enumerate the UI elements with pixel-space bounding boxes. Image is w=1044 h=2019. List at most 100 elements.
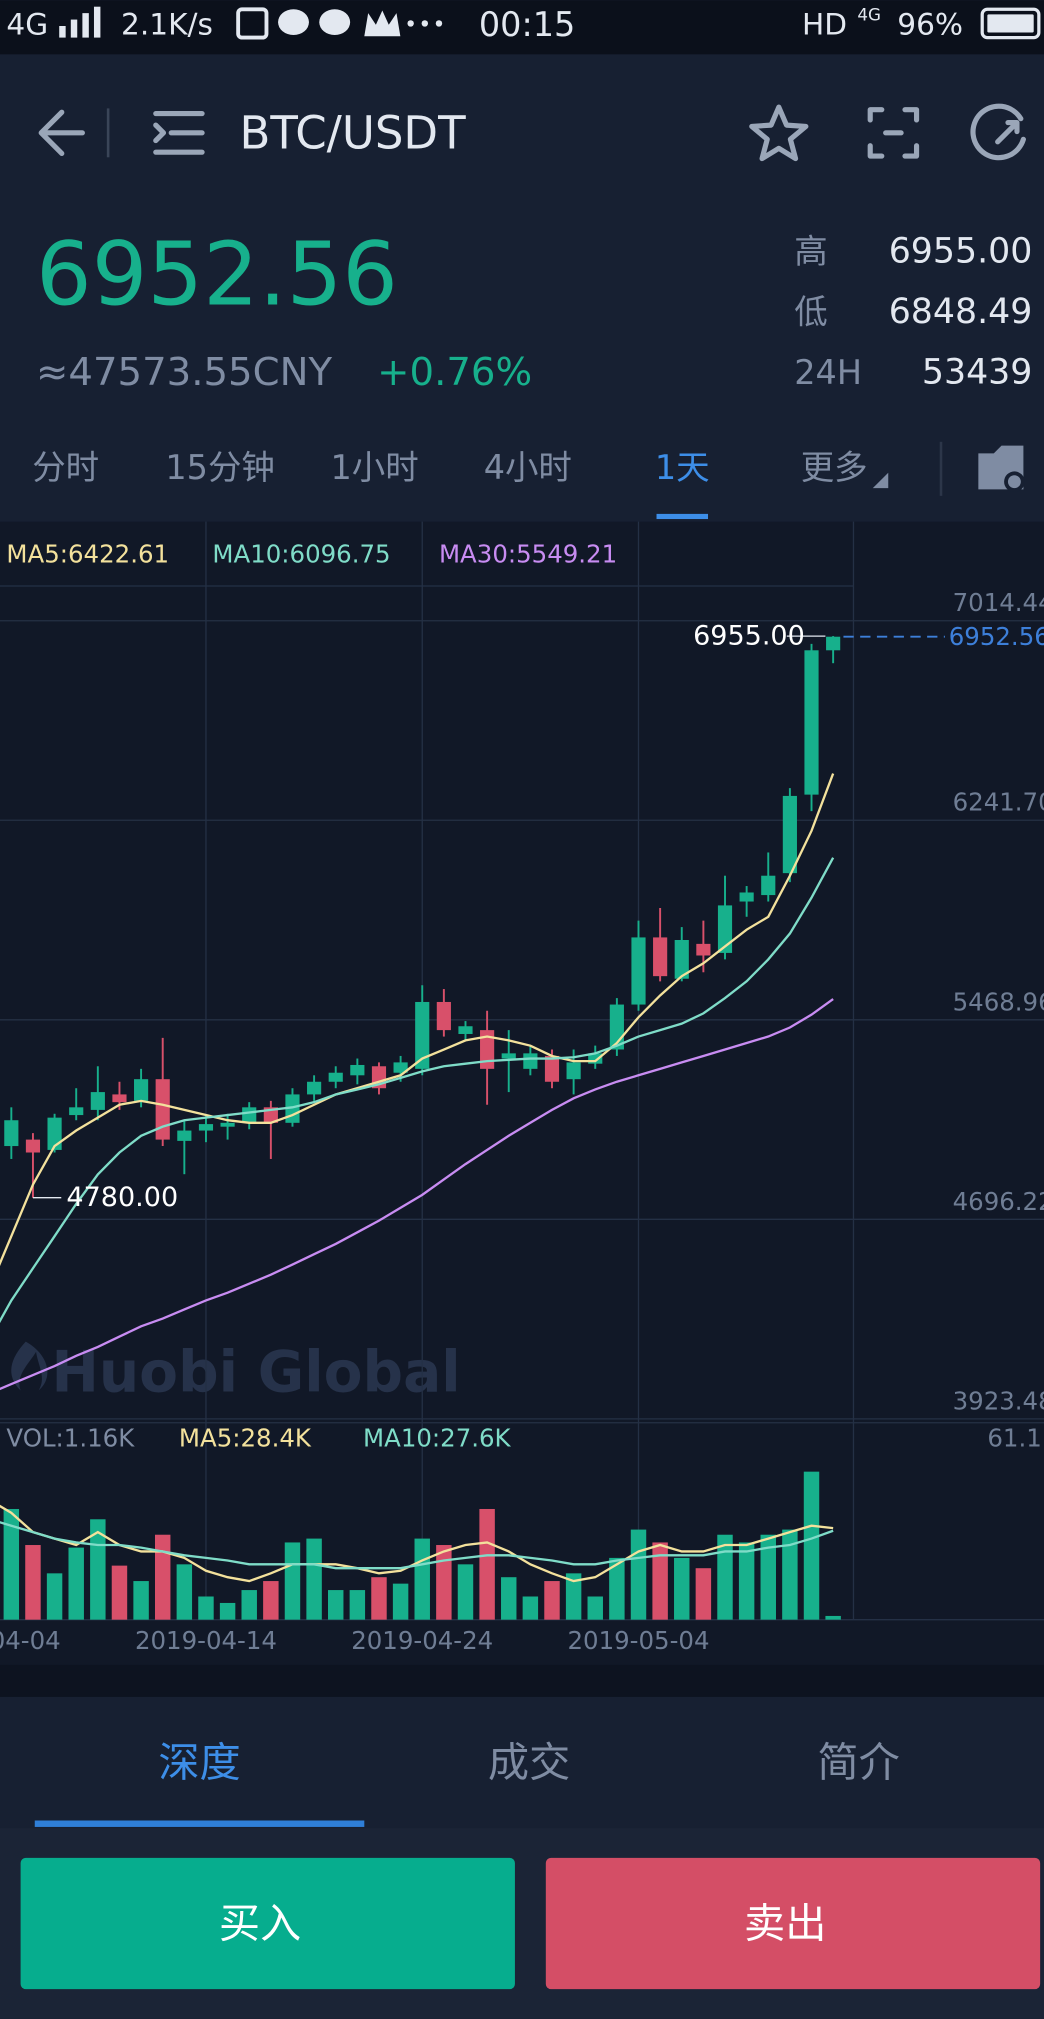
volume-bar	[760, 1534, 776, 1620]
legend-entry: MA5:28.4K	[179, 1424, 312, 1453]
candle-body	[112, 1094, 127, 1103]
signal-icon	[59, 6, 101, 38]
candle-body	[782, 795, 797, 874]
volume-bar	[392, 1583, 409, 1620]
period-tab[interactable]: 更多	[801, 448, 868, 487]
candle-body	[220, 1122, 235, 1127]
candle-body	[501, 1053, 516, 1059]
candle-body	[415, 1001, 430, 1069]
volume-bar	[154, 1534, 171, 1620]
volume-bar	[306, 1538, 322, 1620]
volume-bar	[609, 1557, 625, 1620]
candle-body	[47, 1117, 62, 1150]
volume-bar	[349, 1590, 366, 1620]
candle-body	[696, 943, 711, 956]
stat-value: 6955.00	[889, 231, 1033, 271]
sell-button[interactable]	[545, 1857, 1041, 1990]
candle-body	[242, 1107, 257, 1123]
scan-button[interactable]	[867, 107, 920, 159]
candle-body	[717, 905, 733, 953]
candle-body	[566, 1062, 581, 1080]
period-tab[interactable]: 1天	[655, 448, 710, 487]
hd: HD	[802, 8, 847, 42]
volume-bar	[674, 1557, 690, 1620]
bottom-tab[interactable]: 深度	[158, 1739, 240, 1787]
last-price-label: 6952.56	[949, 622, 1044, 651]
volume-bar	[371, 1577, 387, 1620]
cny-price: ≈47573.55CNY	[36, 350, 332, 395]
volume-bar	[825, 1615, 841, 1620]
bottom-tab[interactable]: 成交	[488, 1739, 570, 1787]
legend-entry: MA30:5549.21	[439, 539, 617, 568]
volume-bar	[111, 1565, 128, 1620]
candle-body	[631, 937, 646, 1005]
buy-label: 买入	[219, 1899, 301, 1947]
candle-body	[436, 1001, 451, 1031]
back-button[interactable]	[38, 109, 85, 157]
favorite-button[interactable]	[749, 104, 809, 162]
y-tick-label: 7014.44	[953, 588, 1044, 617]
bottom-tab[interactable]: 简介	[817, 1739, 899, 1787]
volume-bar	[457, 1564, 474, 1620]
network: 4G	[6, 8, 48, 42]
share-button[interactable]	[970, 103, 1026, 161]
candle-body	[134, 1079, 149, 1101]
volume-bar	[328, 1590, 344, 1620]
stat-value: 53439	[922, 352, 1033, 392]
candle-body	[544, 1055, 560, 1082]
volume-bar	[501, 1577, 517, 1620]
high-label: 6955.00	[693, 621, 805, 652]
volume-bar	[241, 1590, 257, 1620]
buy-button[interactable]	[20, 1857, 515, 1990]
candle-body	[393, 1062, 408, 1073]
period-tab[interactable]: 1小时	[331, 448, 419, 487]
candle-body	[90, 1092, 105, 1110]
volume-bar	[630, 1529, 647, 1620]
volume-bar	[68, 1547, 84, 1620]
separator	[0, 1664, 1044, 1697]
last-price: 6952.56	[36, 223, 398, 325]
volume-bar	[25, 1545, 41, 1620]
candle-body	[350, 1064, 365, 1076]
volume-bar	[738, 1542, 755, 1620]
volume-bar	[544, 1581, 560, 1620]
stat-label: 低	[794, 292, 827, 331]
period-tab[interactable]: 4小时	[484, 448, 572, 487]
candle-body	[761, 875, 776, 896]
candle-body	[177, 1130, 192, 1141]
watermark: Huobi Global	[51, 1340, 460, 1406]
settings-button[interactable]	[978, 445, 1025, 493]
candle-body	[69, 1107, 84, 1116]
period-tab[interactable]: 15分钟	[165, 448, 274, 487]
candle-body	[480, 1030, 495, 1069]
x-tick-label: 2019-04-04	[0, 1626, 61, 1655]
notification-icons	[236, 7, 443, 40]
volume-bar	[284, 1542, 301, 1620]
volume-bar	[436, 1545, 452, 1620]
candle-body	[804, 650, 819, 795]
low-label: 4780.00	[66, 1182, 178, 1213]
volume-bar	[695, 1568, 712, 1620]
candle-body	[328, 1072, 343, 1082]
ma-line	[0, 857, 835, 1324]
candle-body	[307, 1081, 322, 1095]
period-tab[interactable]: 分时	[32, 448, 99, 487]
y-tick-label: 6241.70	[953, 788, 1044, 817]
legend-entry: MA5:6422.61	[6, 539, 169, 568]
tab-indicator	[34, 1820, 365, 1827]
battery-icon	[980, 7, 1041, 40]
legend-entry: MA10:27.6K	[363, 1424, 512, 1453]
volume-bar	[803, 1471, 820, 1620]
ma-line	[0, 1521, 834, 1570]
pair-title: BTC/USDT	[239, 106, 466, 159]
volume-bar	[198, 1596, 214, 1620]
legend-entry: VOL:1.16K	[6, 1424, 135, 1453]
x-tick-label: 2019-04-14	[135, 1626, 277, 1655]
candle-body	[4, 1120, 19, 1147]
stat-value: 6848.49	[889, 292, 1033, 332]
change-percent: +0.76%	[377, 350, 532, 395]
volume-bar	[3, 1508, 20, 1620]
menu-button[interactable]	[153, 110, 205, 155]
